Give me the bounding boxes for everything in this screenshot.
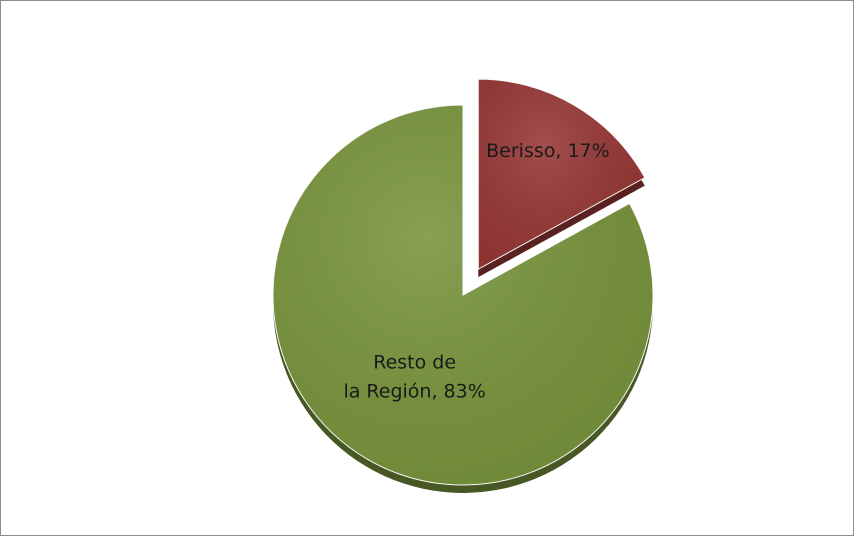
data-label-line: Resto de <box>373 351 456 373</box>
data-label: Resto de la Región, 83% <box>343 351 485 402</box>
pie: Berisso, 17% Resto de la Región, 83% <box>272 78 654 493</box>
data-label-line: la Región, 83% <box>343 380 485 402</box>
slice-shade <box>273 105 654 485</box>
slice-shade <box>478 79 645 270</box>
data-label: Berisso, 17% <box>486 140 610 162</box>
